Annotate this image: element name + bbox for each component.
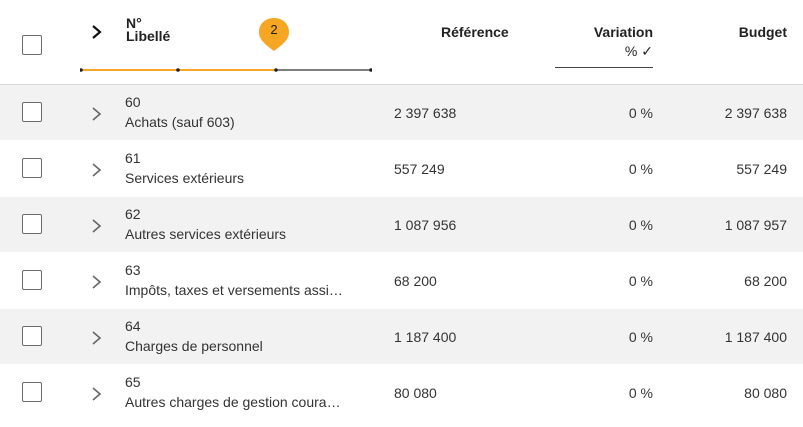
variation-percent-toggle[interactable]: % ✓ (624, 43, 653, 59)
reference-value: 1 087 956 (394, 217, 457, 233)
budget-value[interactable]: 80 080 (744, 385, 787, 401)
table-row[interactable]: 62 Autres services extérieurs 1 087 956 … (0, 197, 803, 253)
row-checkbox[interactable] (22, 214, 42, 234)
account-label: Achats (sauf 603) (125, 114, 235, 130)
level-badge-value: 2 (270, 22, 278, 37)
chevron-right-icon[interactable] (90, 219, 102, 233)
variation-value[interactable]: 0 % (628, 217, 653, 233)
account-number: 61 (125, 150, 141, 166)
variation-value[interactable]: 0 % (628, 105, 653, 121)
row-checkbox[interactable] (22, 326, 42, 346)
budget-value[interactable]: 557 249 (736, 161, 787, 177)
variation-column-header[interactable]: Variation (593, 24, 653, 40)
level-slider-thumb[interactable]: 2 (256, 16, 292, 52)
variation-value[interactable]: 0 % (628, 385, 653, 401)
reference-value: 68 200 (394, 273, 437, 289)
table-row[interactable]: 63 Impôts, taxes et versements assi… 68 … (0, 253, 803, 309)
account-number: 65 (125, 374, 141, 390)
budget-value[interactable]: 1 187 400 (724, 329, 787, 345)
level-slider-track[interactable] (80, 67, 372, 73)
account-label: Autres services extérieurs (125, 226, 287, 242)
variation-underline (555, 67, 653, 68)
num-header-label: N° (126, 15, 142, 31)
table-row[interactable]: 64 Charges de personnel 1 187 400 0 % 1 … (0, 309, 803, 365)
account-label: Autres charges de gestion coura… (125, 394, 341, 410)
table-header: N° Libellé 2 Référence Variation % ✓ Bud… (0, 0, 803, 85)
account-label: Services extérieurs (125, 170, 245, 186)
select-all-checkbox[interactable] (22, 35, 42, 55)
row-checkbox[interactable] (22, 102, 42, 122)
libelle-header-label: Libellé (126, 28, 171, 44)
variation-value[interactable]: 0 % (628, 273, 653, 289)
chevron-right-icon[interactable] (90, 163, 102, 177)
chevron-right-icon[interactable] (90, 387, 102, 401)
account-label: Impôts, taxes et versements assi… (125, 282, 343, 298)
reference-column-header[interactable]: Référence (441, 24, 509, 40)
reference-value: 1 187 400 (394, 329, 457, 345)
account-number: 62 (125, 206, 141, 222)
row-checkbox[interactable] (22, 158, 42, 178)
account-number: 64 (125, 318, 141, 334)
libelle-column-header[interactable]: N° Libellé (126, 15, 171, 44)
expand-all-chevron-icon[interactable] (90, 25, 102, 39)
variation-value[interactable]: 0 % (628, 161, 653, 177)
reference-value: 557 249 (394, 161, 445, 177)
account-number: 60 (125, 94, 141, 110)
budget-value[interactable]: 2 397 638 (724, 105, 787, 121)
reference-value: 80 080 (394, 385, 437, 401)
level-badge-marker-icon (259, 18, 289, 51)
reference-value: 2 397 638 (394, 105, 457, 121)
table-row[interactable]: 61 Services extérieurs 557 249 0 % 557 2… (0, 141, 803, 197)
table-row[interactable]: 65 Autres charges de gestion coura… 80 0… (0, 365, 803, 421)
budget-value[interactable]: 1 087 957 (724, 217, 787, 233)
budget-value[interactable]: 68 200 (744, 273, 787, 289)
row-checkbox[interactable] (22, 270, 42, 290)
chevron-right-icon[interactable] (90, 107, 102, 121)
variation-value[interactable]: 0 % (628, 329, 653, 345)
chevron-right-icon[interactable] (90, 331, 102, 345)
account-number: 63 (125, 262, 141, 278)
chevron-right-icon[interactable] (90, 275, 102, 289)
table-row[interactable]: 60 Achats (sauf 603) 2 397 638 0 % 2 397… (0, 85, 803, 141)
budget-column-header[interactable]: Budget (738, 24, 787, 40)
row-checkbox[interactable] (22, 382, 42, 402)
account-label: Charges de personnel (125, 338, 263, 354)
